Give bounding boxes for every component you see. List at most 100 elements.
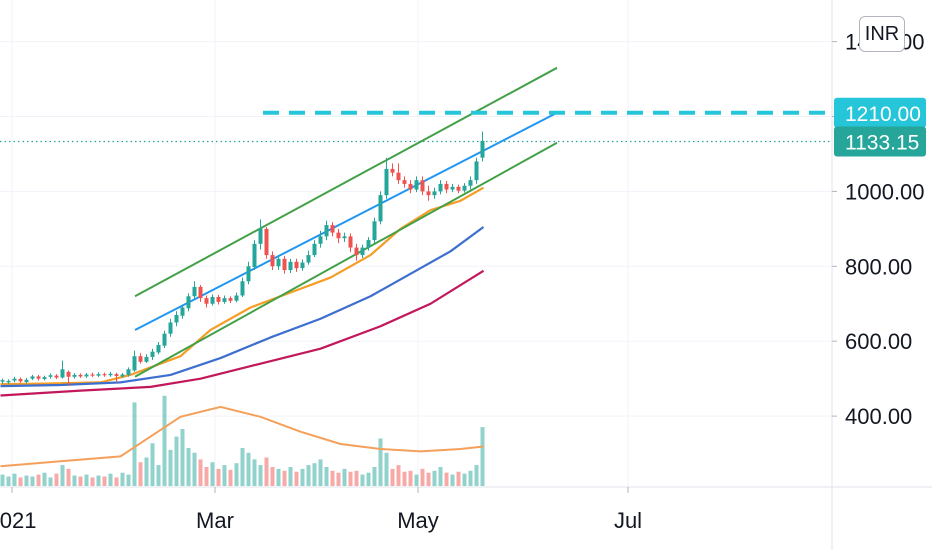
candle-63 (378, 191, 383, 225)
volume-bar-71 (426, 472, 431, 486)
candle-47 (282, 255, 287, 274)
candle-17 (102, 372, 107, 377)
ma-short-line (0, 186, 485, 386)
volume-bar-65 (390, 468, 395, 486)
volume-bar-9 (54, 473, 59, 486)
channel-middle-line[interactable] (134, 111, 558, 331)
candle-67 (402, 176, 407, 188)
candle-59 (354, 243, 359, 261)
y-tick-label-5: 400.00 (845, 404, 912, 429)
candle-51 (306, 250, 311, 265)
volume-bar-52 (312, 463, 317, 486)
volume-bar-32 (192, 452, 197, 486)
candle-7 (42, 375, 47, 381)
volume-bar-45 (270, 467, 275, 486)
candle-38 (228, 296, 233, 304)
candlesticks (0, 131, 485, 387)
volume-bar-69 (414, 474, 419, 486)
candle-9 (54, 374, 59, 380)
candle-40 (240, 277, 245, 298)
candle-57 (342, 232, 347, 242)
candle-3 (18, 377, 23, 383)
volume-bar-3 (18, 477, 23, 486)
currency-button[interactable]: INR (859, 16, 905, 52)
candle-31 (186, 293, 191, 312)
volume-bar-11 (66, 468, 71, 486)
volume-bar-8 (48, 477, 53, 486)
candle-28 (168, 318, 173, 337)
candle-0 (0, 378, 5, 384)
candle-19 (114, 372, 119, 383)
volume-bar-33 (198, 459, 203, 486)
volume-bar-24 (144, 457, 149, 486)
volume-bar-53 (318, 459, 323, 486)
channel-upper-line[interactable] (134, 66, 558, 298)
candle-12 (72, 373, 77, 379)
volume-bar-54 (324, 467, 329, 486)
volume-bar-22 (132, 402, 137, 486)
volume-bar-46 (276, 468, 281, 486)
volume-bar-59 (354, 470, 359, 486)
volume-bar-25 (150, 443, 155, 486)
price-tag-last[interactable] (834, 126, 926, 157)
volume-bar-29 (174, 436, 179, 486)
volume-bar-10 (60, 465, 65, 486)
volume-bar-74 (444, 472, 449, 486)
y-tick-label-4: 600.00 (845, 329, 912, 354)
x-tick-label-0: 2021 (0, 508, 36, 533)
volume-bar-18 (108, 473, 113, 486)
candle-1 (6, 379, 11, 384)
price-tag-target-label: 1210.00 (845, 103, 921, 126)
volume-bar-63 (378, 438, 383, 486)
volume-bar-26 (156, 465, 161, 486)
candle-45 (270, 251, 275, 271)
candle-20 (120, 373, 125, 378)
volume-bar-72 (432, 470, 437, 486)
volume-bar-78 (468, 470, 473, 486)
channel-lower-line[interactable] (134, 141, 558, 378)
candle-22 (132, 350, 137, 372)
time-axis[interactable]: 2021 Mar May Jul (0, 487, 642, 533)
candle-5 (30, 374, 35, 381)
volume-bar-75 (450, 474, 455, 486)
candle-62 (372, 217, 377, 244)
volume-bar-51 (306, 465, 311, 486)
candle-29 (174, 311, 179, 327)
candle-24 (144, 354, 149, 363)
volume-bar-16 (96, 475, 101, 486)
candle-65 (390, 163, 395, 177)
candle-37 (222, 295, 227, 304)
volume-bar-28 (168, 449, 173, 486)
volume-bar-2 (12, 473, 17, 486)
candle-77 (462, 183, 467, 193)
volume-bar-76 (456, 471, 461, 486)
candle-27 (162, 330, 167, 348)
volume-bar-73 (438, 467, 443, 486)
volume-bar-80 (480, 427, 485, 486)
volume-bar-23 (138, 462, 143, 486)
candle-11 (66, 370, 71, 387)
price-axis[interactable]: 1400.001200.001000.00800.00600.00400.001… (832, 30, 926, 430)
volume-bar-17 (102, 476, 107, 486)
y-tick-label-3: 800.00 (845, 254, 912, 279)
volume-bar-0 (0, 474, 5, 486)
trend-channel[interactable] (134, 66, 558, 378)
volume-bar-38 (228, 469, 233, 486)
volume-bar-12 (72, 475, 77, 486)
price-lines (0, 110, 832, 143)
volume-bar-61 (366, 472, 371, 486)
candle-23 (138, 353, 143, 364)
volume-bar-48 (288, 467, 293, 486)
volume-bar-36 (216, 468, 221, 486)
candle-55 (330, 222, 335, 237)
candle-49 (294, 258, 299, 272)
candle-14 (84, 373, 89, 378)
moving-averages (0, 186, 485, 397)
price-tag-target[interactable] (834, 97, 926, 128)
volume-bar-47 (282, 470, 287, 486)
volume-bar-15 (90, 477, 95, 486)
volume-bar-58 (348, 471, 353, 486)
candle-10 (60, 360, 65, 379)
